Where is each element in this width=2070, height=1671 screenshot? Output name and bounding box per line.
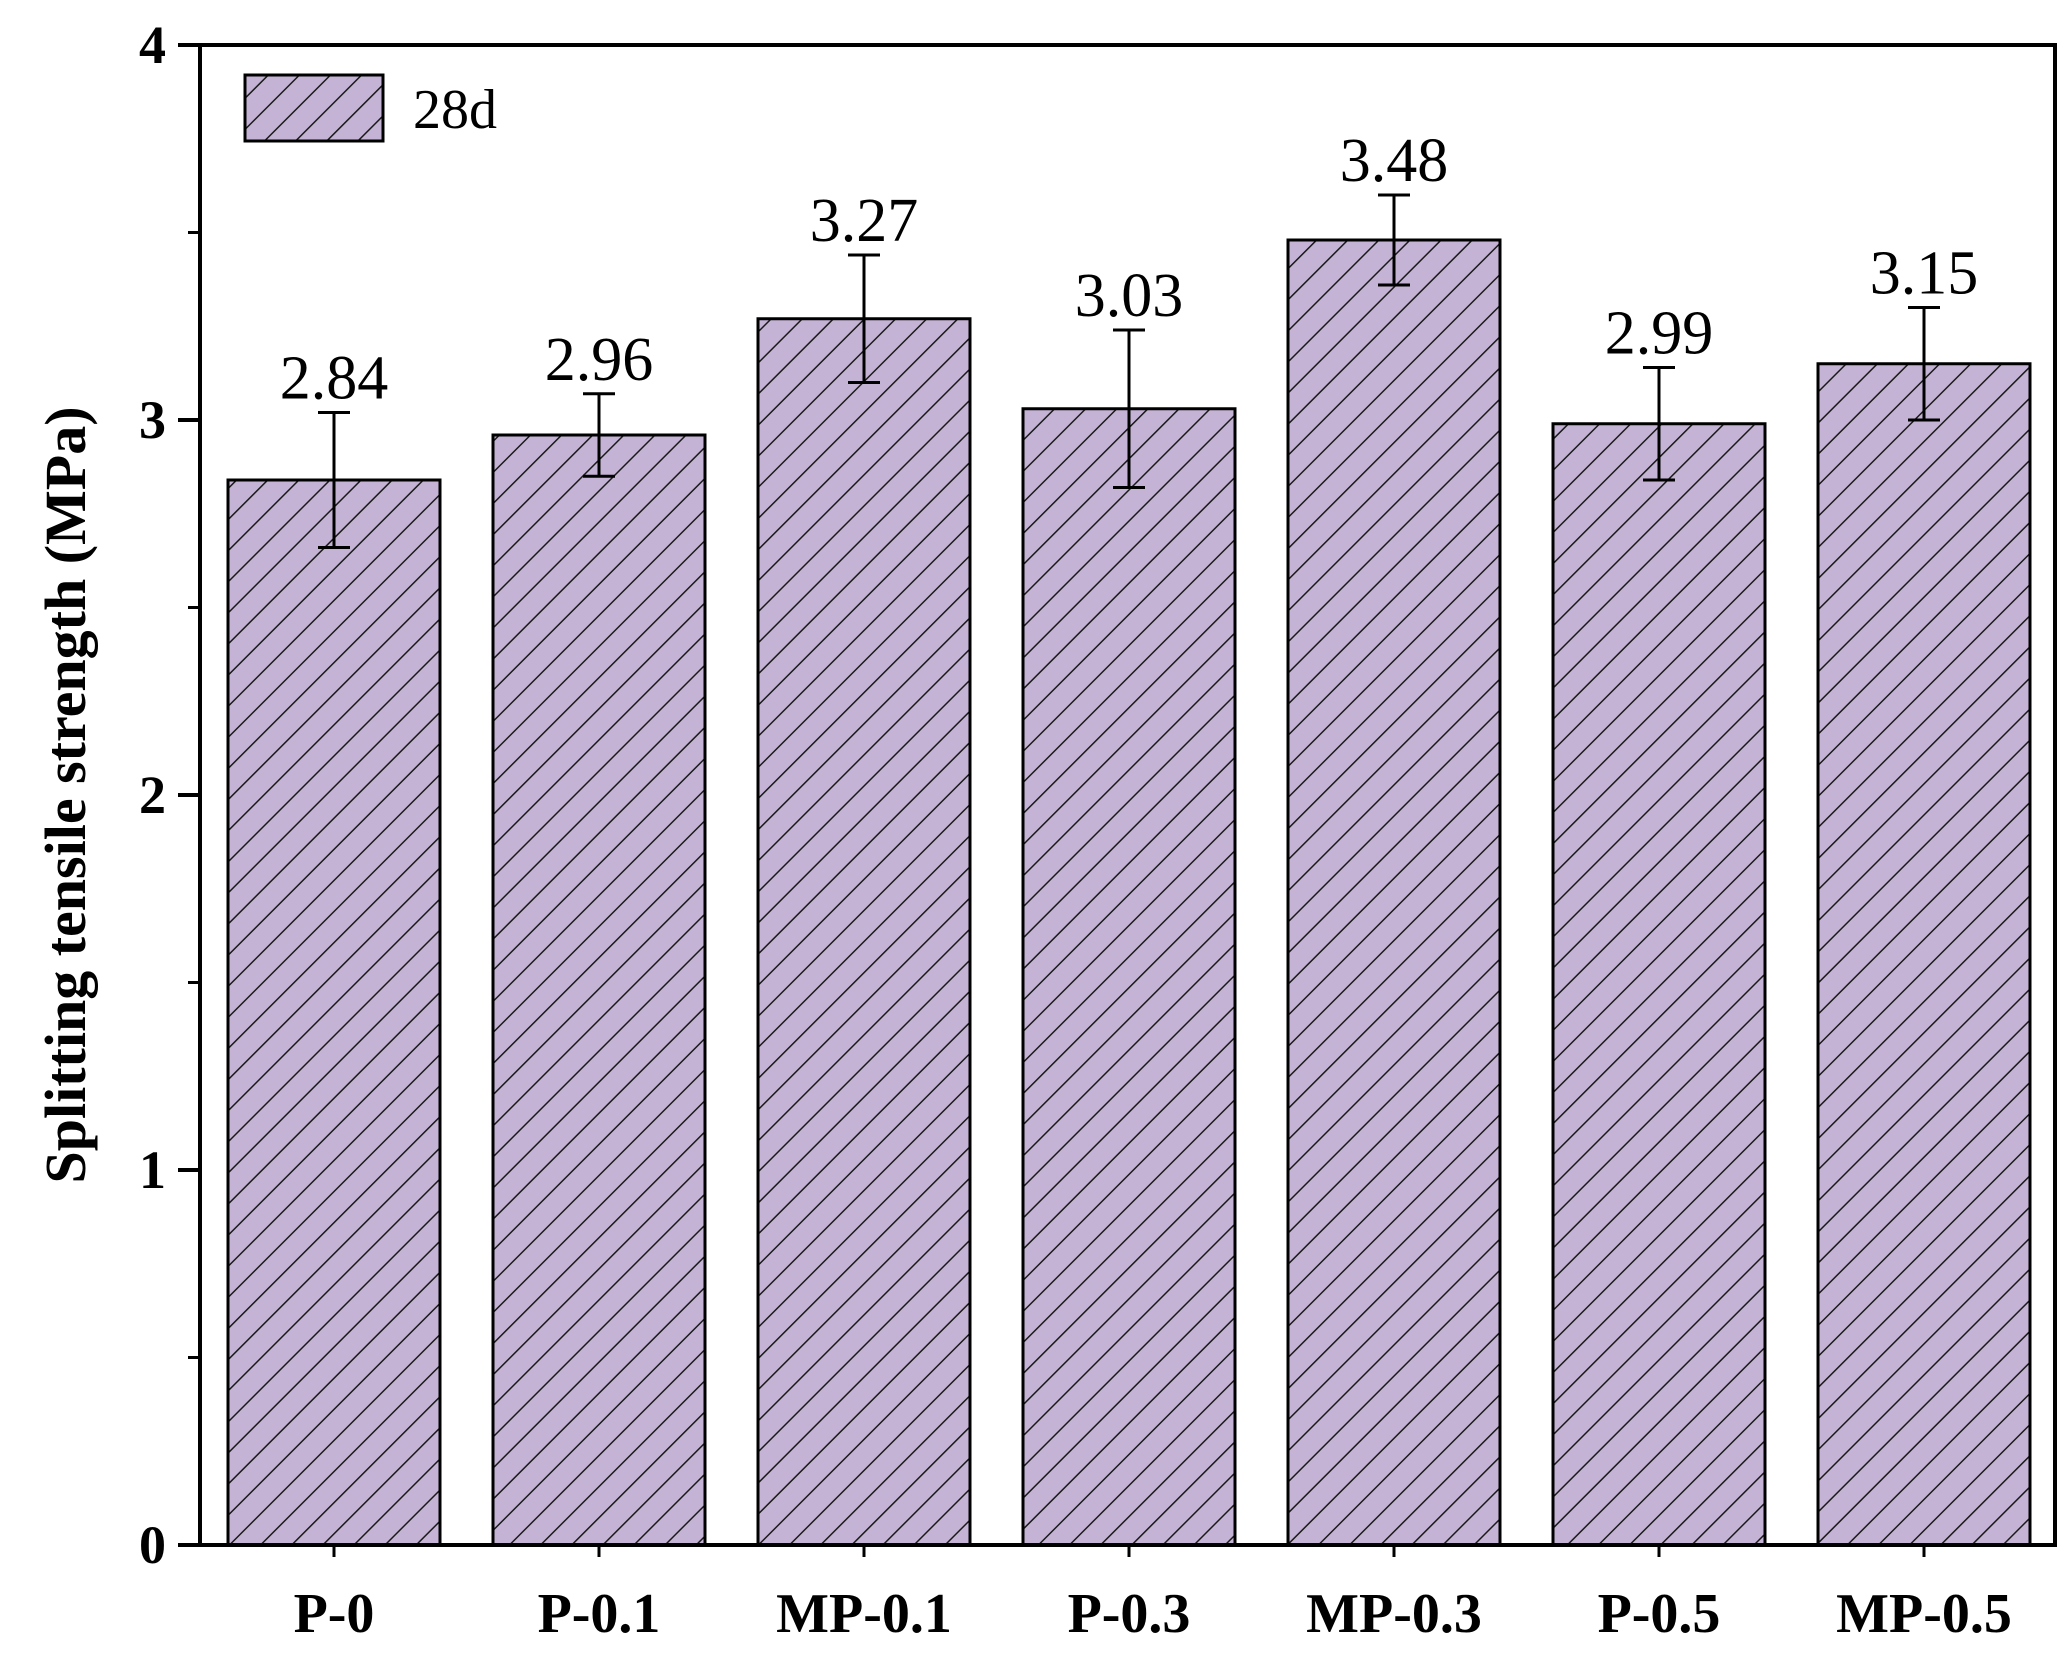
data-label-P-0.5: 2.99 [1605, 300, 1714, 368]
data-label-P-0.3: 3.03 [1075, 262, 1184, 330]
bar-hatch-P-0 [226, 478, 442, 1547]
bar-hatch-P-0.3 [1021, 407, 1237, 1547]
error-bar-P-0.3 [1113, 328, 1145, 489]
y-tick-label-0: 0 [139, 1515, 166, 1575]
legend-label: 28d [413, 79, 497, 141]
x-tick-label-P-0.3: P-0.3 [1068, 1583, 1191, 1645]
data-label-P-0: 2.84 [280, 345, 389, 413]
data-label-P-0.1: 2.96 [545, 326, 654, 394]
legend-swatch-hatch [243, 73, 385, 143]
y-tick-label-4: 4 [139, 15, 166, 75]
bar-hatch-MP-0.1 [756, 317, 972, 1547]
x-tick-label-P-0.1: P-0.1 [538, 1583, 661, 1645]
y-tick-label-2: 2 [139, 765, 166, 825]
error-bar-P-0 [318, 411, 350, 549]
error-bar-MP-0.3 [1378, 193, 1410, 287]
x-tick-label-MP-0.3: MP-0.3 [1306, 1583, 1482, 1645]
x-tick-label-MP-0.5: MP-0.5 [1836, 1583, 2012, 1645]
data-label-MP-0.5: 3.15 [1870, 240, 1979, 308]
x-axis: P-0 P-0.1 MP-0.1 P-0.3 MP-0.3 P-0.5 MP-0.5 [294, 1545, 2012, 1645]
error-bar-MP-0.1 [848, 253, 880, 384]
y-tick-label-3: 3 [139, 390, 166, 450]
bar-hatch-P-0.1 [491, 433, 707, 1547]
data-label-MP-0.1: 3.27 [810, 187, 919, 255]
y-axis-label: Splitting tensile strength (MPa) [33, 406, 98, 1183]
error-bar-P-0.5 [1643, 366, 1675, 482]
bar-hatch-MP-0.3 [1286, 238, 1502, 1547]
bar-hatch-MP-0.5 [1816, 362, 2032, 1547]
x-tick-label-MP-0.1: MP-0.1 [776, 1583, 952, 1645]
bar-hatch-P-0.5 [1551, 422, 1767, 1547]
y-tick-label-1: 1 [139, 1140, 166, 1200]
data-labels-layer: 2.84 2.96 3.27 3.03 3.48 2.99 3.15 [280, 127, 1979, 413]
error-bar-P-0.1 [583, 392, 615, 478]
bars-layer [226, 238, 2032, 1547]
x-tick-label-P-0.5: P-0.5 [1598, 1583, 1721, 1645]
y-axis: 0 1 2 3 4 [139, 15, 200, 1575]
error-bars-layer [318, 193, 1940, 549]
error-bar-MP-0.5 [1908, 306, 1940, 422]
legend: 28d [243, 73, 497, 143]
data-label-MP-0.3: 3.48 [1340, 127, 1449, 195]
x-tick-label-P-0: P-0 [294, 1583, 375, 1645]
